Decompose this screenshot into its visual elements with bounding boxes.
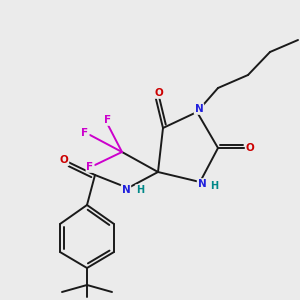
Text: N: N — [198, 179, 206, 189]
Text: O: O — [60, 155, 68, 165]
Text: F: F — [86, 162, 94, 172]
Text: O: O — [246, 143, 254, 153]
Text: H: H — [210, 181, 218, 191]
Text: H: H — [136, 185, 144, 195]
Text: F: F — [81, 128, 88, 138]
Text: N: N — [195, 104, 203, 114]
Text: O: O — [154, 88, 164, 98]
Text: N: N — [122, 185, 130, 195]
Text: F: F — [104, 115, 112, 125]
